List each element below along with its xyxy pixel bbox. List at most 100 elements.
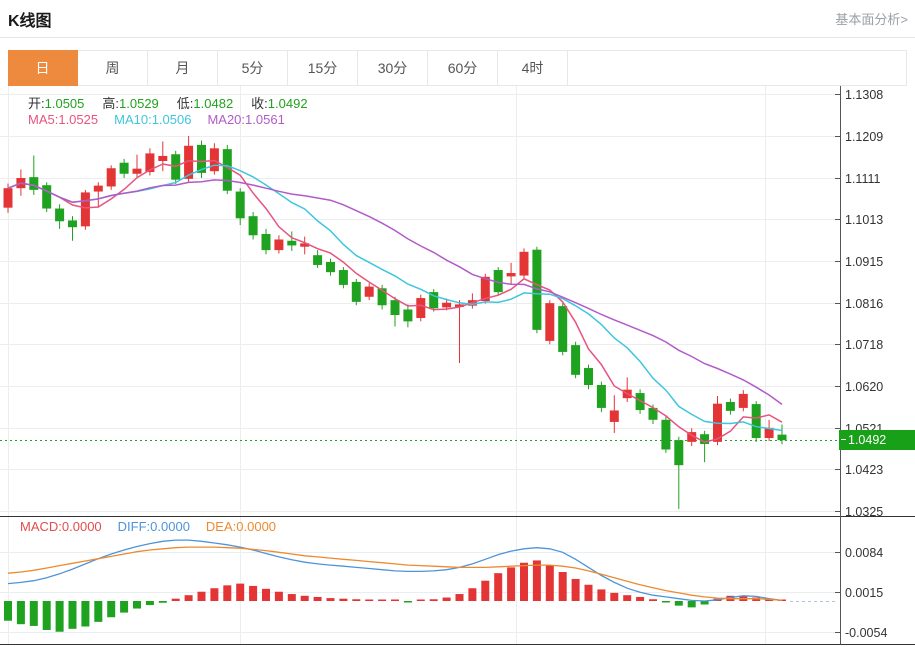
candle-body xyxy=(584,368,593,386)
timeframe-tab-5[interactable]: 15分 xyxy=(288,51,358,85)
readout-value: 1.0506 xyxy=(151,112,192,127)
readout-value: 0.0000 xyxy=(236,519,277,534)
timeframe-tab-6[interactable]: 30分 xyxy=(358,51,428,85)
readout-label: MA20: xyxy=(207,112,246,127)
candle-body xyxy=(493,270,503,293)
macd-bar xyxy=(158,601,167,603)
candle-body xyxy=(545,303,555,341)
macd-bar xyxy=(661,601,670,603)
price-axis-tick-label: 1.0620 xyxy=(845,380,883,394)
macd-bar xyxy=(442,597,451,601)
macd-bar xyxy=(584,584,593,601)
chart-area[interactable]: 1.1308 1.1209 1.1111 1.1013 1.0915 1.0816 1.07… xyxy=(0,86,915,647)
macd-axis-tick-label: 0.0015 xyxy=(845,586,883,600)
candle-body xyxy=(403,309,413,322)
timeframe-tab-4[interactable]: 5分 xyxy=(218,51,288,85)
candle-body xyxy=(338,270,348,285)
macd-bar xyxy=(16,601,25,625)
macd-bar xyxy=(532,560,541,601)
candle-body xyxy=(132,168,142,174)
readout-value: 1.0525 xyxy=(58,112,99,127)
macd-bar xyxy=(326,598,335,601)
fundamental-analysis-link[interactable]: 基本面分析> xyxy=(835,12,908,27)
readout-label: 低: xyxy=(176,96,194,111)
macd-bar xyxy=(352,599,361,601)
candle-body xyxy=(700,434,710,444)
macd-axis-tick-label: 0.0084 xyxy=(845,546,883,560)
candle-body xyxy=(300,243,310,247)
timeframe-tab-2[interactable]: 周 xyxy=(78,51,148,85)
candle-body xyxy=(42,185,52,209)
timeframe-tab-1[interactable]: 日 xyxy=(8,50,78,86)
timeframe-tab-3[interactable]: 月 xyxy=(148,51,218,85)
readout-value: 1.0529 xyxy=(119,96,159,111)
macd-bar xyxy=(171,598,180,601)
macd-bar xyxy=(42,601,51,630)
candle-body xyxy=(609,410,619,422)
candle-body xyxy=(235,191,245,219)
candle-body xyxy=(364,286,374,297)
candle-body xyxy=(80,192,90,227)
price-axis-tick-label: 1.1111 xyxy=(845,172,880,186)
candle-body xyxy=(313,255,323,265)
macd-bar xyxy=(545,565,554,601)
diff-line xyxy=(7,539,783,602)
macd-bar xyxy=(107,601,116,618)
readout-label: DEA: xyxy=(205,519,237,534)
macd-bar xyxy=(133,601,141,609)
readout-value: 1.0492 xyxy=(267,96,308,111)
macd-bar xyxy=(765,599,774,601)
candle-body xyxy=(648,407,658,420)
macd-bar xyxy=(94,601,103,622)
current-price-tag: 1.0492 xyxy=(839,430,915,450)
readout-value: 1.0482 xyxy=(193,96,234,111)
macd-bar xyxy=(674,601,683,606)
macd-bar xyxy=(649,599,657,601)
page-header: K线图 基本面分析> xyxy=(0,0,915,38)
macd-axis-tick-label: -0.0054 xyxy=(845,626,887,640)
candle-body xyxy=(158,155,168,162)
macd-bar xyxy=(184,595,193,601)
price-axis-tick-label: 1.0423 xyxy=(845,463,883,477)
page-title: K线图 xyxy=(8,13,52,30)
readout-value: 1.0561 xyxy=(245,112,285,127)
macd-bar xyxy=(274,591,283,601)
macd-bar xyxy=(55,601,64,632)
price-axis-tick-label: 1.0816 xyxy=(845,297,883,311)
candle-body xyxy=(777,434,787,441)
candle-body xyxy=(55,208,65,222)
macd-bar xyxy=(339,598,348,601)
timeframe-tab-8[interactable]: 4时 xyxy=(498,51,568,85)
readout-label: 开: xyxy=(28,96,45,111)
candle-body xyxy=(68,220,77,228)
macd-bar xyxy=(455,594,464,601)
macd-readout: MACD:0.0000 DIFF:0.0000 DEA:0.0000 xyxy=(20,519,292,534)
candle-body xyxy=(222,149,232,191)
candle-body xyxy=(274,239,284,251)
macd-bar xyxy=(520,562,528,601)
macd-bar xyxy=(610,592,619,601)
candle-body xyxy=(751,404,761,439)
macd-bar xyxy=(403,601,412,603)
dea-line xyxy=(7,546,783,602)
candle-body xyxy=(3,188,13,208)
candle-body xyxy=(764,427,774,439)
macd-bar xyxy=(197,591,206,601)
candle-body xyxy=(455,304,464,307)
macd-bar xyxy=(249,585,258,601)
candle-body xyxy=(197,144,206,173)
candle-body xyxy=(480,276,490,302)
macd-bar xyxy=(416,599,425,601)
candle-body xyxy=(326,261,335,273)
price-axis-tick-label: 1.0718 xyxy=(845,338,883,352)
macd-bar xyxy=(81,601,90,627)
candle-body xyxy=(661,419,671,450)
macd-bar xyxy=(700,601,709,605)
readout-value: 1.0505 xyxy=(44,96,85,111)
macd-bar xyxy=(481,580,490,601)
candle-body xyxy=(596,385,606,408)
candle-body xyxy=(184,145,194,179)
timeframe-tab-7[interactable]: 60分 xyxy=(428,51,498,85)
candle-body xyxy=(351,281,361,302)
axis-tick-mark xyxy=(841,439,846,441)
